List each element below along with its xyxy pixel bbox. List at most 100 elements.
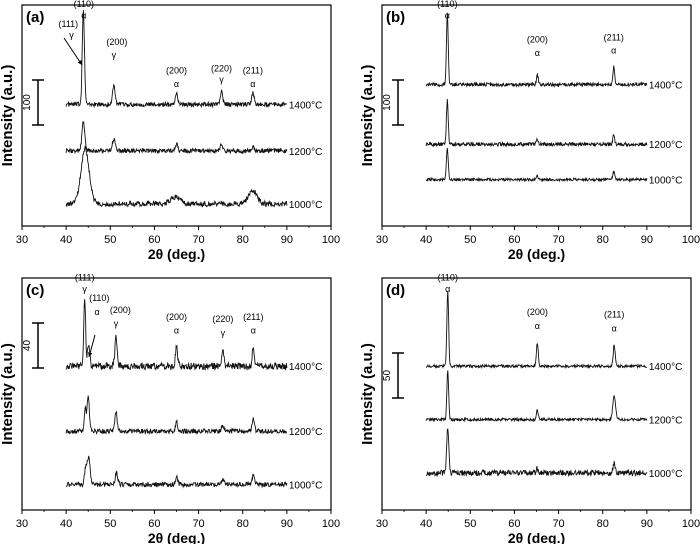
y-axis-label: Intensity (a.u.) [0, 343, 16, 445]
panel-label: (a) [26, 9, 44, 26]
series-label: 1400°C [289, 362, 322, 373]
panel-label: (b) [386, 9, 405, 26]
peak-annotation: α [445, 10, 450, 20]
series-line [425, 12, 648, 89]
peak-annotation: α [612, 323, 617, 333]
peak-annotation: α [611, 46, 616, 56]
peak-annotation: α [535, 321, 540, 331]
x-tick-label: 100 [682, 234, 700, 246]
x-axis-label: 2θ (deg.) [508, 246, 565, 262]
series-line [425, 98, 648, 148]
x-tick-label: 60 [508, 234, 520, 246]
peak-annotation: (110) [438, 272, 458, 282]
x-tick-label: 60 [148, 234, 160, 246]
series-label: 1000°C [649, 176, 682, 187]
peak-annotation: (220) [211, 63, 232, 73]
x-tick-label: 100 [322, 234, 340, 246]
peak-annotation: (211) [243, 66, 263, 76]
peak-annotation: (200) [527, 35, 548, 45]
series-line [65, 299, 288, 371]
series-label: 1000°C [289, 200, 322, 211]
series-label: 1200°C [289, 147, 322, 158]
series-line [65, 395, 288, 436]
peak-annotation: γ [221, 328, 226, 338]
peak-annotation: α [174, 326, 179, 336]
peak-annotation: (200) [110, 305, 131, 315]
x-tick-label: 40 [60, 518, 72, 530]
x-tick-label: 60 [508, 518, 520, 530]
peak-annotation: (110) [89, 293, 109, 303]
y-axis-label: Intensity (a.u.) [359, 65, 376, 167]
x-tick-label: 50 [104, 518, 116, 530]
peak-annotation: γ [112, 50, 117, 60]
series-label: 1000°C [649, 469, 682, 480]
peak-annotation: (211) [243, 312, 263, 322]
series-line [426, 428, 648, 478]
peak-annotation: (111) [59, 19, 79, 29]
x-tick-label: 70 [552, 518, 564, 530]
x-tick-label: 50 [104, 234, 116, 246]
peak-annotation: (220) [212, 314, 233, 324]
peak-annotation: (200) [527, 307, 548, 317]
x-tick-label: 30 [376, 518, 388, 530]
arrow-line [63, 37, 83, 66]
chart-panel-a: 30 40 50 60 70 80 90 100 2θ (deg.) Intensity (a.u… [0, 0, 340, 262]
series-label: 1200°C [649, 140, 682, 151]
peak-annotation: (110) [437, 0, 457, 9]
peak-annotation: α [250, 79, 255, 89]
x-tick-label: 90 [281, 234, 293, 246]
panel-label: (c) [26, 282, 44, 299]
annotation-arrow [88, 334, 96, 358]
series-line [65, 145, 288, 208]
series-label: 1000°C [289, 480, 322, 491]
scale-bar-label: 50 [382, 370, 393, 382]
x-tick-label: 100 [322, 518, 340, 530]
peak-annotation: (110) [74, 0, 94, 9]
series-line [65, 455, 288, 489]
scale-bar-label: 100 [382, 94, 393, 111]
peak-annotation: (111) [75, 272, 95, 282]
peak-annotation: α [94, 307, 99, 317]
x-tick-label: 80 [597, 234, 609, 246]
series-label: 1200°C [649, 416, 682, 427]
x-tick-label: 70 [552, 234, 564, 246]
x-tick-label: 70 [192, 518, 204, 530]
peak-annotation: α [251, 326, 256, 336]
x-tick-label: 90 [281, 518, 293, 530]
chart-panel-c: 30 40 50 60 70 80 90 100 2θ (deg.) Intensity (a.u… [0, 272, 340, 544]
series-line [425, 147, 648, 183]
series-label: 1400°C [649, 81, 682, 92]
panel-label: (d) [386, 282, 405, 299]
x-tick-label: 90 [641, 234, 653, 246]
x-tick-label: 30 [16, 518, 28, 530]
x-tick-label: 90 [641, 518, 653, 530]
series-line [425, 370, 648, 423]
x-tick-label: 80 [237, 518, 249, 530]
peak-annotation: γ [82, 284, 87, 294]
x-tick-label: 80 [597, 518, 609, 530]
x-tick-label: 30 [16, 234, 28, 246]
x-tick-label: 70 [192, 234, 204, 246]
annotation-arrow [63, 37, 83, 66]
x-axis-label: 2θ (deg.) [508, 530, 565, 544]
peak-annotation: (211) [604, 309, 624, 319]
x-tick-label: 40 [420, 234, 432, 246]
chart-panel-b: 30 40 50 60 70 80 90 100 2θ (deg.) Intensity (a.u… [359, 0, 700, 262]
series-line [65, 121, 288, 155]
scale-bar-label: 100 [22, 94, 33, 111]
peak-annotation: γ [69, 30, 74, 40]
x-tick-label: 80 [237, 234, 249, 246]
peak-annotation: α [445, 284, 450, 294]
series-line [65, 10, 287, 109]
x-tick-label: 50 [464, 234, 476, 246]
x-axis-label: 2θ (deg.) [148, 246, 205, 262]
series-line [425, 290, 647, 370]
peak-annotation: α [81, 10, 86, 20]
arrow-head [77, 60, 82, 65]
peak-annotation: α [535, 48, 540, 58]
chart-panel-d: 30 40 50 60 70 80 90 100 2θ (deg.) Intensity (a.u… [359, 272, 700, 544]
series-label: 1400°C [289, 100, 322, 111]
x-tick-label: 100 [682, 518, 700, 530]
x-axis-label: 2θ (deg.) [148, 530, 205, 544]
